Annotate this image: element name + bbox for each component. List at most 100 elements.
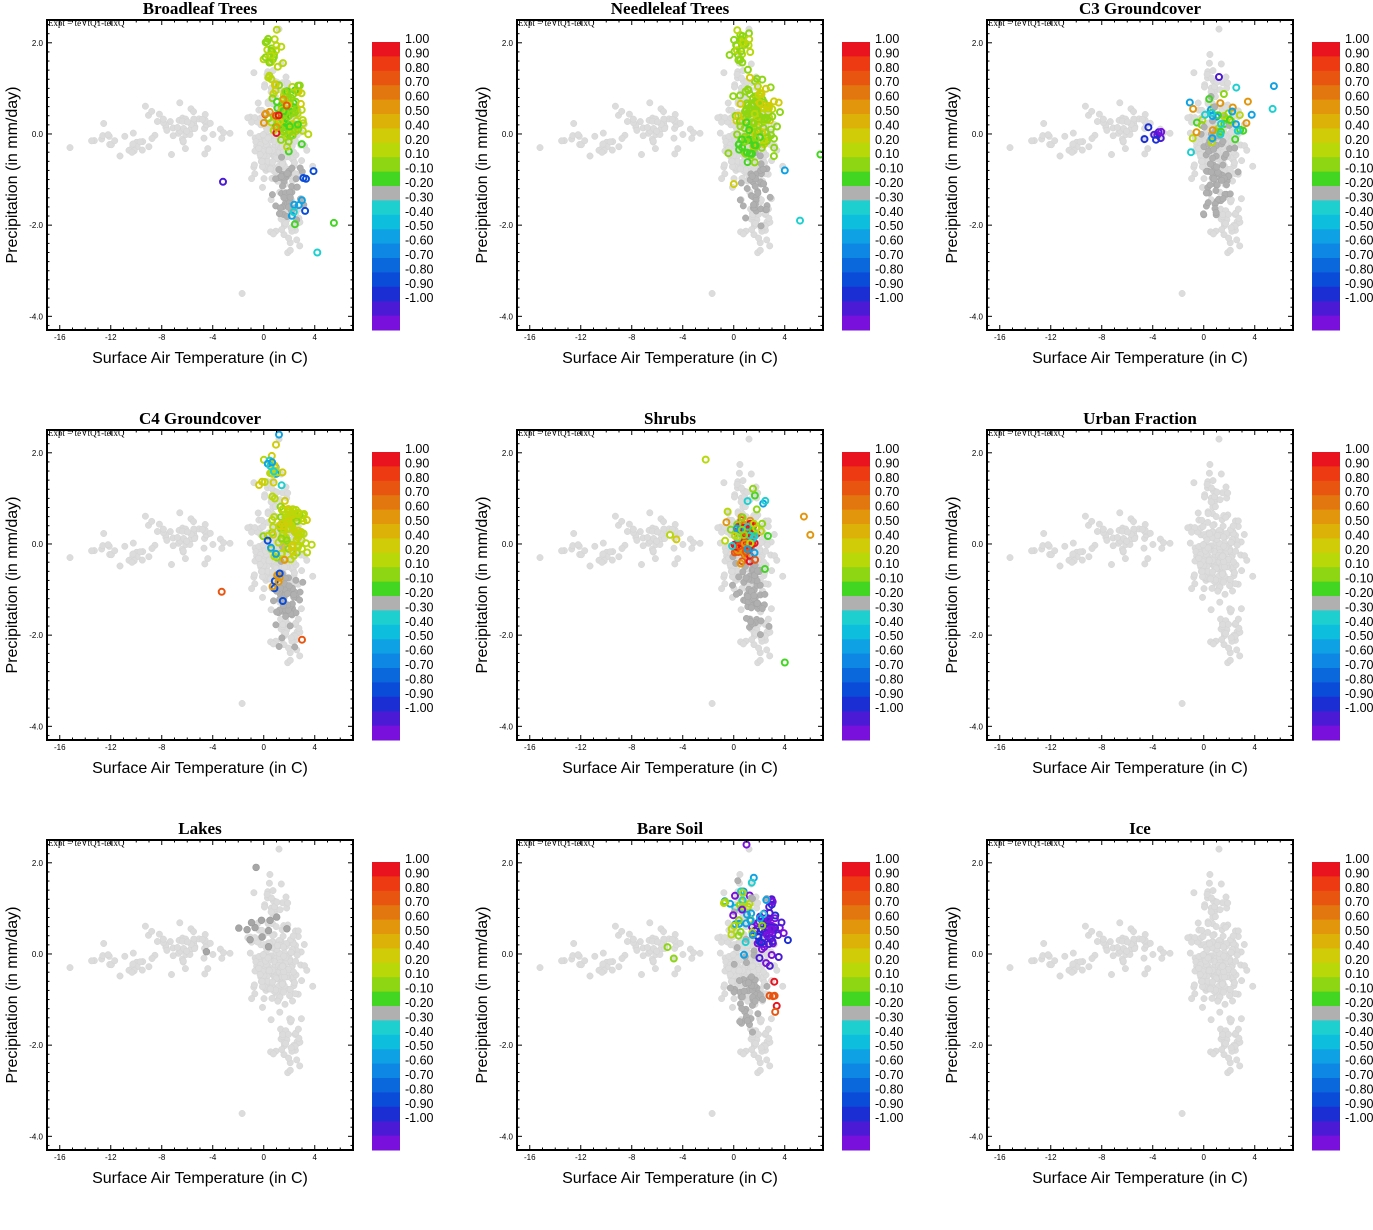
data-point xyxy=(729,568,735,574)
data-point xyxy=(190,518,196,524)
data-point xyxy=(1218,226,1224,232)
data-point xyxy=(755,645,761,651)
colorbar-label: 0.20 xyxy=(1345,133,1369,147)
y-tick-label: -4.0 xyxy=(29,312,43,321)
x-tick-label: -16 xyxy=(524,743,536,752)
data-point xyxy=(709,290,715,296)
data-point xyxy=(737,461,743,467)
colorbar-segment xyxy=(842,200,870,215)
data-point xyxy=(270,1051,276,1057)
data-point xyxy=(761,181,767,187)
data-point xyxy=(763,207,769,213)
data-point xyxy=(296,597,302,603)
colorbar-segment xyxy=(842,287,870,302)
data-point xyxy=(1225,490,1231,496)
colorbar-label: -0.60 xyxy=(405,644,434,658)
data-point xyxy=(630,526,636,532)
data-point xyxy=(203,948,210,955)
data-point xyxy=(1130,518,1136,524)
data-point xyxy=(1228,607,1234,613)
data-point xyxy=(207,530,213,536)
data-point xyxy=(294,952,300,958)
colorbar-label: 1.00 xyxy=(405,442,429,456)
data-point xyxy=(1206,60,1212,66)
data-point xyxy=(248,529,254,535)
colorbar-segment xyxy=(372,128,400,143)
y-tick-label: 2.0 xyxy=(502,449,514,458)
data-point xyxy=(1201,585,1207,591)
colorbar-label: 0.80 xyxy=(405,61,429,75)
colorbar-label: -0.20 xyxy=(875,176,904,190)
data-point xyxy=(672,151,678,157)
data-point xyxy=(754,506,760,512)
x-axis-label: Surface Air Temperature (in C) xyxy=(1032,350,1248,367)
data-point xyxy=(283,1040,289,1046)
data-point xyxy=(1077,549,1083,555)
colorbar-segment xyxy=(1312,452,1340,467)
data-point xyxy=(101,120,107,126)
data-point xyxy=(287,986,293,992)
x-tick-label: 0 xyxy=(262,743,267,752)
y-tick-label: -2.0 xyxy=(499,631,513,640)
data-point xyxy=(1122,145,1128,151)
data-point xyxy=(660,108,666,114)
colorbar-segment xyxy=(372,682,400,697)
y-tick-label: -4.0 xyxy=(29,722,43,731)
colorbar-label: -0.30 xyxy=(1345,600,1373,614)
data-point xyxy=(1228,197,1234,203)
data-point xyxy=(1041,120,1047,126)
data-point xyxy=(709,700,715,706)
data-point xyxy=(146,964,152,970)
data-point xyxy=(259,978,265,984)
data-point xyxy=(1220,523,1226,529)
data-point xyxy=(1062,133,1068,139)
data-point xyxy=(139,967,145,973)
data-point xyxy=(672,561,678,567)
data-point xyxy=(1230,559,1236,565)
data-point xyxy=(310,573,316,579)
data-point xyxy=(571,120,577,126)
data-point xyxy=(1108,561,1114,567)
data-point xyxy=(750,486,756,492)
data-point xyxy=(298,101,304,107)
data-point xyxy=(275,64,281,70)
colorbar-segment xyxy=(842,596,870,611)
colorbar: 1.000.900.800.700.600.500.400.200.10-0.1… xyxy=(372,32,434,331)
data-point xyxy=(139,557,145,563)
colorbar-label: -0.90 xyxy=(1345,687,1373,701)
colorbar-label: 0.90 xyxy=(1345,456,1369,470)
data-point xyxy=(1210,477,1216,483)
data-point xyxy=(268,1017,274,1023)
data-point xyxy=(88,138,94,144)
data-point xyxy=(273,914,280,921)
points xyxy=(537,26,824,297)
data-point xyxy=(261,904,267,910)
data-point xyxy=(1235,518,1241,524)
colorbar-label: -0.30 xyxy=(875,600,904,614)
colorbar-label: -0.20 xyxy=(405,586,434,600)
data-point xyxy=(764,542,770,548)
data-point xyxy=(1218,61,1224,67)
data-point xyxy=(1217,497,1223,503)
colorbar-label: 1.00 xyxy=(1345,32,1369,46)
data-point xyxy=(671,545,677,551)
data-point xyxy=(1227,657,1233,663)
data-point xyxy=(754,600,760,606)
data-point xyxy=(638,561,644,567)
colorbar-label: -0.60 xyxy=(875,644,904,658)
data-point xyxy=(256,965,262,971)
data-point xyxy=(1204,537,1210,543)
data-point xyxy=(1234,542,1240,548)
data-point xyxy=(737,197,743,203)
colorbar-segment xyxy=(372,114,400,129)
colorbar-segment xyxy=(842,625,870,640)
data-point xyxy=(1221,91,1227,97)
data-point xyxy=(1206,470,1212,476)
colorbar-label: -0.20 xyxy=(405,176,434,190)
colorbar-segment xyxy=(842,452,870,467)
data-point xyxy=(251,890,257,896)
colorbar-segment xyxy=(1312,85,1340,100)
data-point xyxy=(1213,209,1219,215)
data-point xyxy=(160,936,166,942)
